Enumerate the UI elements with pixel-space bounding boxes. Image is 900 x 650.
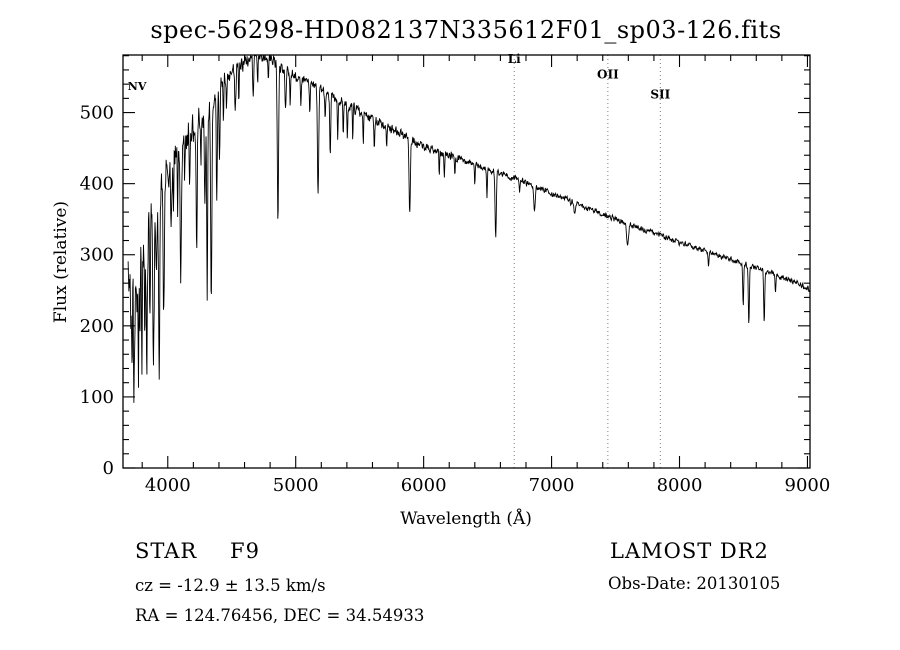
x-tick-label: 9000 [785, 475, 831, 496]
survey-release-label: LAMOST DR2 [610, 539, 769, 563]
plot-frame [122, 54, 811, 469]
figure-title: spec-56298-HD082137N335612F01_sp03-126.f… [150, 16, 781, 44]
cz-velocity-value: cz = -12.9 ± 13.5 km/s [135, 576, 326, 595]
spectrum-trace [127, 54, 810, 403]
x-tick-label: 7000 [529, 475, 575, 496]
y-axis-label: Flux (relative) [51, 201, 71, 323]
y-tick-label: 200 [80, 316, 114, 337]
x-tick-label: 4000 [145, 475, 191, 496]
y-tick-label: 400 [80, 174, 114, 195]
plot-area: Li OII SII NV 4000 5000 6000 7000 8000 9000 0 100 20… [80, 52, 831, 496]
x-tick-label: 8000 [657, 475, 703, 496]
x-tick-label: 6000 [401, 475, 447, 496]
x-axis-label: Wavelength (Å) [400, 508, 532, 529]
y-tick-label: 100 [80, 387, 114, 408]
y-tick-label: 500 [80, 103, 114, 124]
coordinates-value: RA = 124.76456, DEC = 34.54933 [135, 606, 424, 625]
spectral-marker-label-li: Li [508, 52, 521, 66]
obs-date-value: Obs-Date: 20130105 [608, 574, 780, 593]
x-tick-label: 5000 [273, 475, 319, 496]
object-class-label: STAR [135, 539, 197, 563]
y-tick-label: 0 [103, 458, 114, 479]
spectral-marker-label-sii: SII [650, 87, 670, 101]
object-subclass-label: F9 [230, 539, 260, 563]
y-tick-label: 300 [80, 245, 114, 266]
spectral-marker-label-oii: OII [597, 67, 619, 81]
inline-annotation-nv: NV [128, 80, 147, 93]
